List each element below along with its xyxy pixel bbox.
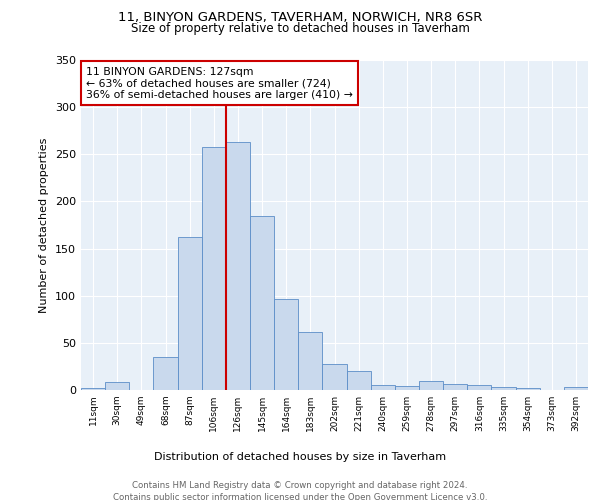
Bar: [564, 387, 588, 390]
Bar: [515, 388, 540, 390]
Text: 11, BINYON GARDENS, TAVERHAM, NORWICH, NR8 6SR: 11, BINYON GARDENS, TAVERHAM, NORWICH, N…: [118, 11, 482, 24]
Bar: [81, 388, 105, 390]
Bar: [298, 332, 322, 390]
Bar: [395, 386, 419, 390]
Bar: [250, 216, 274, 390]
Bar: [274, 300, 298, 390]
Bar: [202, 146, 226, 390]
Bar: [491, 387, 515, 390]
Text: Contains HM Land Registry data © Crown copyright and database right 2024.
Contai: Contains HM Land Registry data © Crown c…: [113, 481, 487, 500]
Bar: [419, 380, 443, 390]
Text: 11 BINYON GARDENS: 127sqm
← 63% of detached houses are smaller (724)
36% of semi: 11 BINYON GARDENS: 127sqm ← 63% of detac…: [86, 66, 353, 100]
Bar: [443, 384, 467, 390]
Y-axis label: Number of detached properties: Number of detached properties: [40, 138, 49, 312]
Bar: [371, 386, 395, 390]
Bar: [154, 357, 178, 390]
Bar: [467, 386, 491, 390]
Bar: [347, 371, 371, 390]
Bar: [178, 238, 202, 390]
Bar: [226, 142, 250, 390]
Text: Distribution of detached houses by size in Taverham: Distribution of detached houses by size …: [154, 452, 446, 462]
Bar: [322, 364, 347, 390]
Bar: [105, 382, 129, 390]
Text: Size of property relative to detached houses in Taverham: Size of property relative to detached ho…: [131, 22, 469, 35]
